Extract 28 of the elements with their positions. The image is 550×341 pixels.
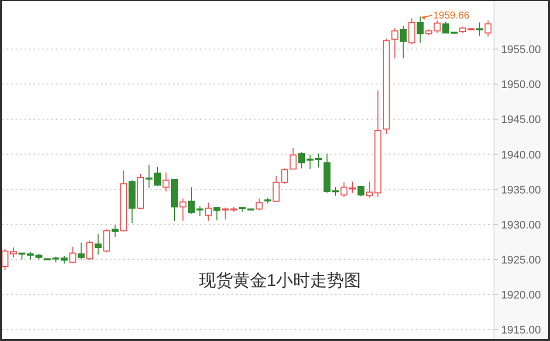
y-tick-label: 1950.00 (501, 79, 541, 92)
candlestick (484, 20, 492, 37)
candlestick (213, 207, 220, 221)
candlestick (69, 246, 76, 264)
candlestick (476, 22, 484, 36)
candlestick (94, 234, 102, 256)
candlestick (204, 202, 212, 222)
candlestick (416, 16, 424, 44)
y-tick-label: 1925.00 (501, 254, 541, 266)
candlestick (256, 198, 263, 211)
candlestick (103, 228, 110, 253)
text: 现货黄金1小时走势图 (198, 271, 362, 290)
candlestick (78, 242, 85, 260)
y-tick-label: 1920.00 (501, 290, 541, 302)
annotation: 1959.66 (433, 10, 470, 22)
candlestick (400, 25, 407, 59)
candlestick (86, 240, 94, 261)
y-tick-label: 1935.00 (501, 184, 541, 196)
y-tick-label: 1945.00 (501, 114, 541, 126)
candlestick (162, 172, 170, 192)
y-tick-label: 1930.00 (501, 219, 541, 232)
y-tick-label: 1940.00 (501, 149, 541, 162)
candlestick (179, 198, 186, 222)
candlestick (391, 28, 398, 59)
candlestick (112, 224, 119, 238)
y-tick-label: 1915.00 (501, 324, 541, 337)
candlestick (408, 18, 416, 45)
y-tick-label: 1955.00 (501, 44, 541, 56)
